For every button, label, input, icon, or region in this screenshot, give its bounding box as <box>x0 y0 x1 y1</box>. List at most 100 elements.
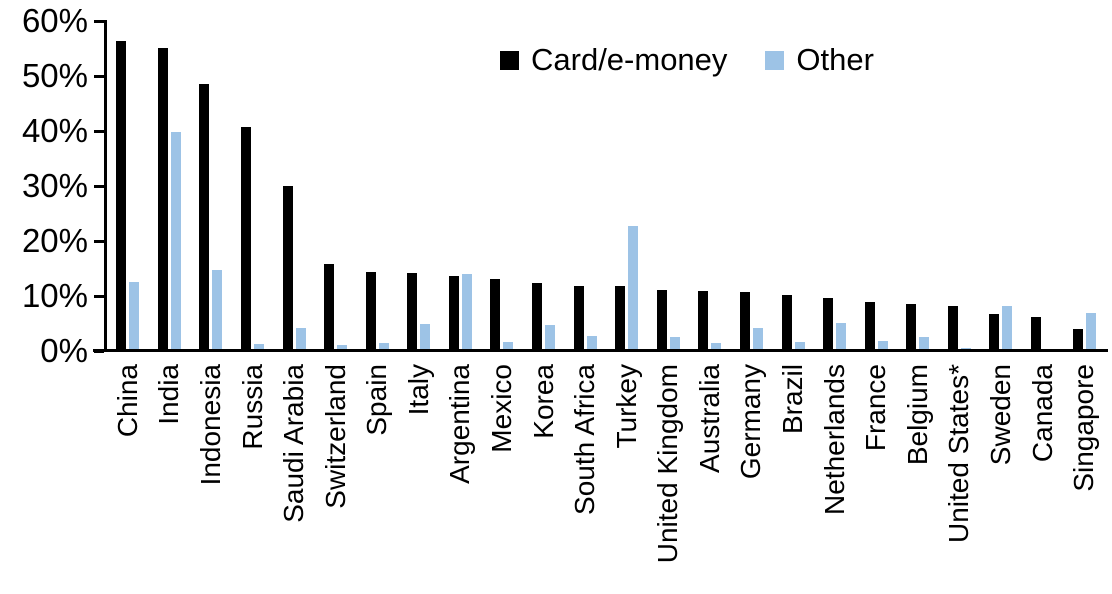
bar-other-switzerland <box>337 344 348 350</box>
x-label-cell-netherlands: Netherlands <box>814 364 856 594</box>
bar-card-emoney-belgium <box>906 304 917 350</box>
x-label-cell-germany: Germany <box>731 364 773 594</box>
x-label-cell-argentina: Argentina <box>440 364 482 594</box>
y-tick-50 <box>94 74 104 78</box>
bar-group-argentina <box>440 21 482 350</box>
bar-group-singapore <box>1063 21 1105 350</box>
x-label-cell-saudi-arabia: Saudi Arabia <box>273 364 315 594</box>
bar-other-france <box>877 340 888 350</box>
y-tick-label-30: 30% <box>21 167 88 204</box>
bar-other-united-kingdom <box>669 336 680 350</box>
x-label-china: China <box>111 364 143 438</box>
bar-group-south-africa <box>564 21 606 350</box>
bar-card-emoney-indonesia <box>199 84 210 350</box>
bar-card-emoney-mexico <box>490 278 501 350</box>
x-label-cell-singapore: Singapore <box>1063 364 1105 594</box>
y-tick-10 <box>94 294 104 298</box>
x-label-belgium: Belgium <box>901 364 933 466</box>
x-axis-labels: China India Indonesia Russia Saudi Arabia Swi… <box>107 364 1105 594</box>
bar-group-korea <box>523 21 565 350</box>
x-label-australia: Australia <box>693 364 725 473</box>
x-label-cell-russia: Russia <box>232 364 274 594</box>
bar-group-russia <box>232 21 274 350</box>
legend-swatch-card-emoney <box>500 50 519 70</box>
bar-card-emoney-brazil <box>781 295 792 350</box>
y-tick-label-10: 10% <box>21 277 88 314</box>
bar-group-indonesia <box>190 21 232 350</box>
x-label-spain: Spain <box>361 364 393 436</box>
x-label-south-africa: South Africa <box>569 364 601 515</box>
bar-other-spain <box>378 343 389 350</box>
y-tick-60 <box>94 19 104 23</box>
x-label-singapore: Singapore <box>1068 364 1100 492</box>
x-label-united-states: United States* <box>943 364 975 543</box>
y-tick-label-50: 50% <box>21 57 88 94</box>
bar-card-emoney-sweden <box>989 313 1000 350</box>
bar-group-sweden <box>980 21 1022 350</box>
x-label-cell-australia: Australia <box>689 364 731 594</box>
y-tick-30 <box>94 184 104 188</box>
bar-other-australia <box>711 343 722 350</box>
x-label-cell-italy: Italy <box>398 364 440 594</box>
y-tick-label-0: 0% <box>40 332 88 369</box>
legend-label-card-emoney: Card/e-money <box>531 42 728 77</box>
bar-group-australia <box>689 21 731 350</box>
bar-group-brazil <box>772 21 814 350</box>
bar-other-sweden <box>1002 305 1013 350</box>
x-label-brazil: Brazil <box>777 364 809 435</box>
x-label-france: France <box>860 364 892 452</box>
x-label-cell-mexico: Mexico <box>481 364 523 594</box>
x-axis-line <box>93 349 1108 352</box>
bar-card-emoney-united-kingdom <box>656 289 667 350</box>
y-tick-label-20: 20% <box>21 222 88 259</box>
x-label-cell-france: France <box>855 364 897 594</box>
bar-card-emoney-korea <box>532 282 543 350</box>
bar-card-emoney-canada <box>1031 317 1041 350</box>
x-label-cell-switzerland: Switzerland <box>315 364 357 594</box>
x-label-italy: Italy <box>402 364 434 416</box>
bar-card-emoney-singapore <box>1072 328 1083 350</box>
x-label-cell-china: China <box>107 364 149 594</box>
bar-group-saudi-arabia <box>273 21 315 350</box>
x-label-cell-indonesia: Indonesia <box>190 364 232 594</box>
bar-group-mexico <box>481 21 523 350</box>
bar-group-france <box>855 21 897 350</box>
bar-card-emoney-australia <box>698 290 709 350</box>
bar-group-turkey <box>606 21 648 350</box>
bar-card-emoney-turkey <box>615 285 626 350</box>
bar-other-saudi-arabia <box>295 328 306 350</box>
bar-other-italy <box>420 324 431 350</box>
x-label-cell-turkey: Turkey <box>606 364 648 594</box>
y-tick-20 <box>94 239 104 243</box>
bar-other-belgium <box>919 337 930 350</box>
y-tick-label-60: 60% <box>21 2 88 39</box>
bar-group-belgium <box>897 21 939 350</box>
x-label-cell-spain: Spain <box>356 364 398 594</box>
legend: Card/e-money Other <box>500 42 874 78</box>
x-label-saudi-arabia: Saudi Arabia <box>278 364 310 523</box>
x-label-cell-korea: Korea <box>523 364 565 594</box>
bar-other-russia <box>254 343 265 350</box>
bar-group-italy <box>398 21 440 350</box>
x-label-russia: Russia <box>236 364 268 450</box>
x-label-cell-canada: Canada <box>1022 364 1064 594</box>
bar-card-emoney-china <box>116 40 127 350</box>
bar-other-china <box>129 281 140 350</box>
bar-card-emoney-italy <box>407 273 418 350</box>
bar-card-emoney-argentina <box>448 276 459 350</box>
bar-other-argentina <box>461 274 472 350</box>
bar-card-emoney-germany <box>739 291 750 350</box>
bar-other-korea <box>545 324 556 350</box>
bar-card-emoney-india <box>157 47 168 350</box>
x-label-cell-united-states: United States* <box>939 364 981 594</box>
bar-other-netherlands <box>836 322 847 350</box>
bar-other-turkey <box>628 225 639 350</box>
x-label-cell-brazil: Brazil <box>772 364 814 594</box>
y-tick-label-40: 40% <box>21 112 88 149</box>
bar-other-germany <box>752 328 763 350</box>
bar-card-emoney-france <box>864 301 875 350</box>
bar-card-emoney-switzerland <box>324 263 335 350</box>
bar-other-mexico <box>503 341 514 350</box>
x-label-mexico: Mexico <box>485 364 517 453</box>
